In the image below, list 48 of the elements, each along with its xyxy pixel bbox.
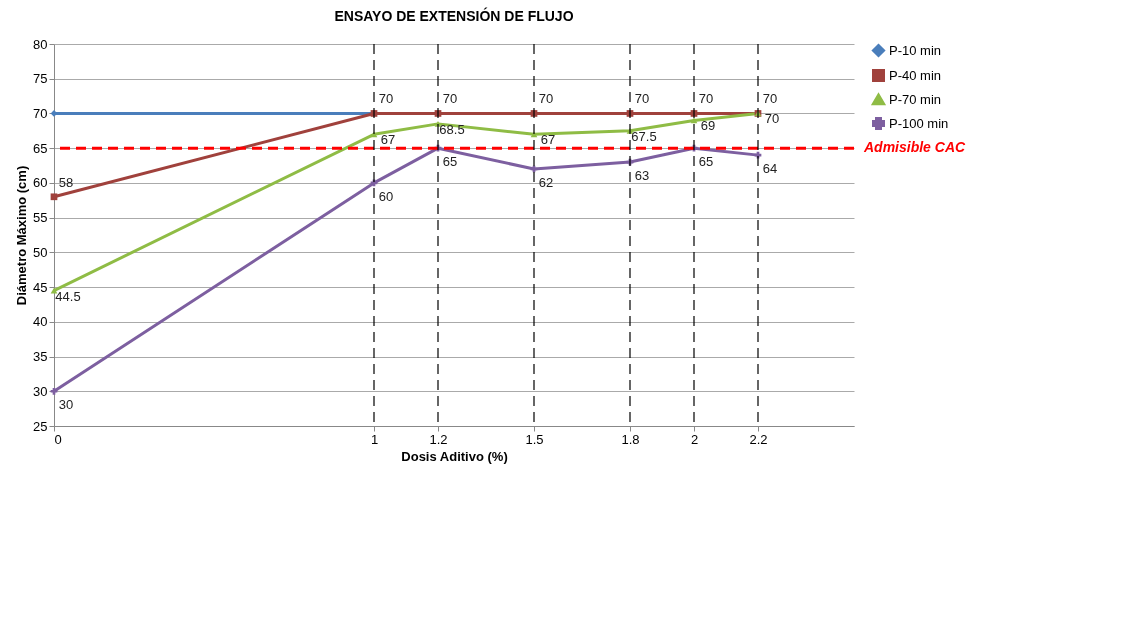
y-tick-label: 80 <box>33 36 48 52</box>
x-tick-label: 0 <box>54 431 62 447</box>
data-label: 44.5 <box>55 288 81 304</box>
x-tick-label: 1.2 <box>429 431 448 447</box>
data-label: 60 <box>378 188 394 204</box>
y-tick-label: 60 <box>33 175 48 191</box>
data-label: 64 <box>762 161 778 177</box>
x-tick-label: 1.8 <box>621 431 640 447</box>
y-tick-label: 25 <box>33 418 48 434</box>
data-label: 65 <box>698 154 714 170</box>
data-label: 67.5 <box>631 128 657 144</box>
y-tick-label: 70 <box>33 105 48 121</box>
legend-label: P-10 min <box>889 42 942 58</box>
data-label: 67 <box>380 132 396 148</box>
data-label: 69 <box>700 118 716 134</box>
data-label: 67 <box>540 132 556 148</box>
ref-line-label: Admisible CAC <box>863 139 967 156</box>
data-label: 70 <box>634 91 650 107</box>
y-tick-label: 30 <box>33 383 48 399</box>
data-label: 70 <box>378 91 394 107</box>
data-label: 70 <box>698 91 714 107</box>
data-label: 70 <box>764 111 780 127</box>
data-label: 58 <box>58 174 74 190</box>
y-tick-label: 55 <box>33 210 48 226</box>
data-label: 30 <box>58 397 74 413</box>
chart-title: ENSAYO DE EXTENSIÓN DE FLUJO <box>334 7 574 24</box>
y-tick-label: 35 <box>33 349 48 365</box>
x-tick-label: 1.5 <box>525 431 544 447</box>
legend-label: P-100 min <box>889 115 949 131</box>
data-label: 70 <box>442 91 458 107</box>
y-tick-label: 50 <box>33 244 48 260</box>
y-tick-label: 45 <box>33 279 48 295</box>
x-tick-label: 2.2 <box>749 431 768 447</box>
y-tick-label: 40 <box>33 314 48 330</box>
data-label: 65 <box>442 154 458 170</box>
data-label: 68.5 <box>439 121 465 137</box>
y-tick-label: 65 <box>33 140 48 156</box>
data-label: 70 <box>762 91 778 107</box>
x-tick-label: 2 <box>690 431 699 447</box>
y-tick-label: 75 <box>33 71 48 87</box>
data-label: 62 <box>538 175 554 191</box>
x-tick-label: 1 <box>370 431 379 447</box>
data-label: 63 <box>634 168 650 184</box>
legend-label: P-40 min <box>889 67 942 83</box>
x-axis-title: Dosis Aditivo (%) <box>401 448 508 464</box>
data-label: 70 <box>538 91 554 107</box>
legend-label: P-70 min <box>889 91 942 107</box>
y-axis-title: Diámetro Máximo (cm) <box>14 165 30 306</box>
